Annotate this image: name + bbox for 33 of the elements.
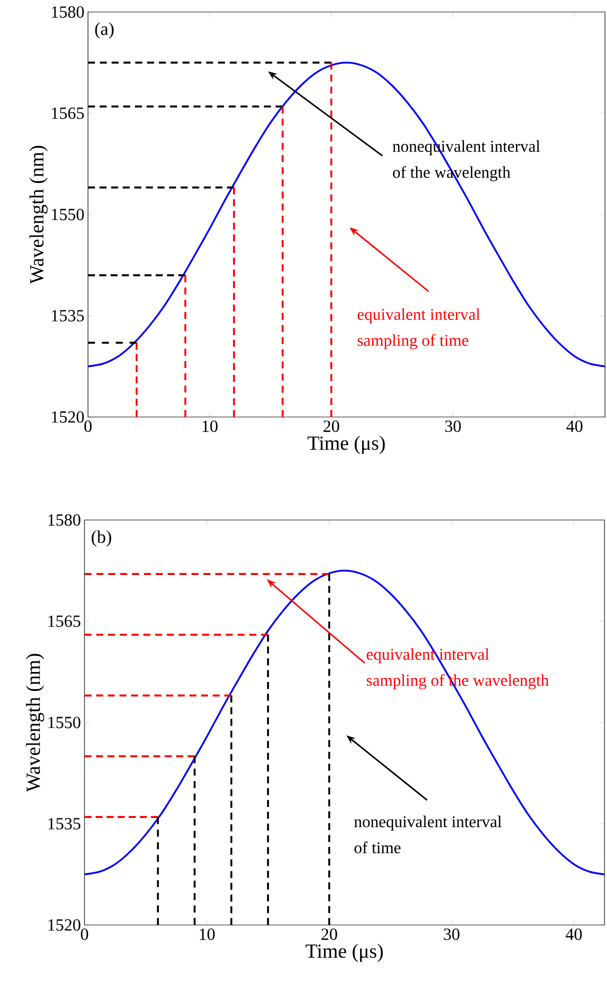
x-axis-title: Time (μs): [306, 944, 383, 962]
line-series: [84, 570, 606, 876]
y-axis-title: Wavelength (nm): [26, 654, 44, 792]
annotation: equivalent interval: [366, 648, 490, 664]
x-tick-label: 20: [321, 928, 338, 940]
y-tick-label: 1580: [48, 514, 80, 526]
x-tick-label: 0: [80, 928, 88, 940]
annotation: nonequivalent interval: [354, 816, 502, 831]
y-tick-label: 1580: [52, 6, 84, 18]
x-tick-label: 10: [202, 420, 218, 432]
y-tick-label: 1550: [48, 716, 80, 728]
text: (b): [92, 530, 112, 547]
line-series: [87, 62, 606, 368]
x-tick-label: 20: [324, 420, 340, 432]
x-tick-label: 40: [566, 420, 582, 432]
x-tick-label: 40: [566, 928, 582, 940]
x-axis-title: Time (μs): [308, 436, 385, 454]
y-tick-label: 1565: [48, 616, 80, 627]
y-tick-label: 1565: [52, 108, 84, 119]
annotation: sampling of time: [358, 334, 468, 350]
annotation: of time: [354, 841, 400, 854]
annotation: equivalent interval: [358, 308, 480, 324]
x-tick-label: 10: [200, 928, 215, 940]
x-tick-label: 30: [445, 420, 461, 432]
y-tick-label: 1550: [52, 208, 84, 220]
y-tick-label: 1535: [48, 818, 80, 830]
y-tick-label: 1520: [48, 919, 80, 931]
x-tick-label: 0: [84, 420, 92, 432]
y-tick-label: 1520: [52, 411, 84, 423]
y-tick-label: 1535: [52, 310, 84, 322]
x-tick-label: 30: [444, 928, 460, 940]
text: (a): [95, 22, 114, 39]
y-axis-title: Wavelength (nm): [29, 146, 48, 284]
